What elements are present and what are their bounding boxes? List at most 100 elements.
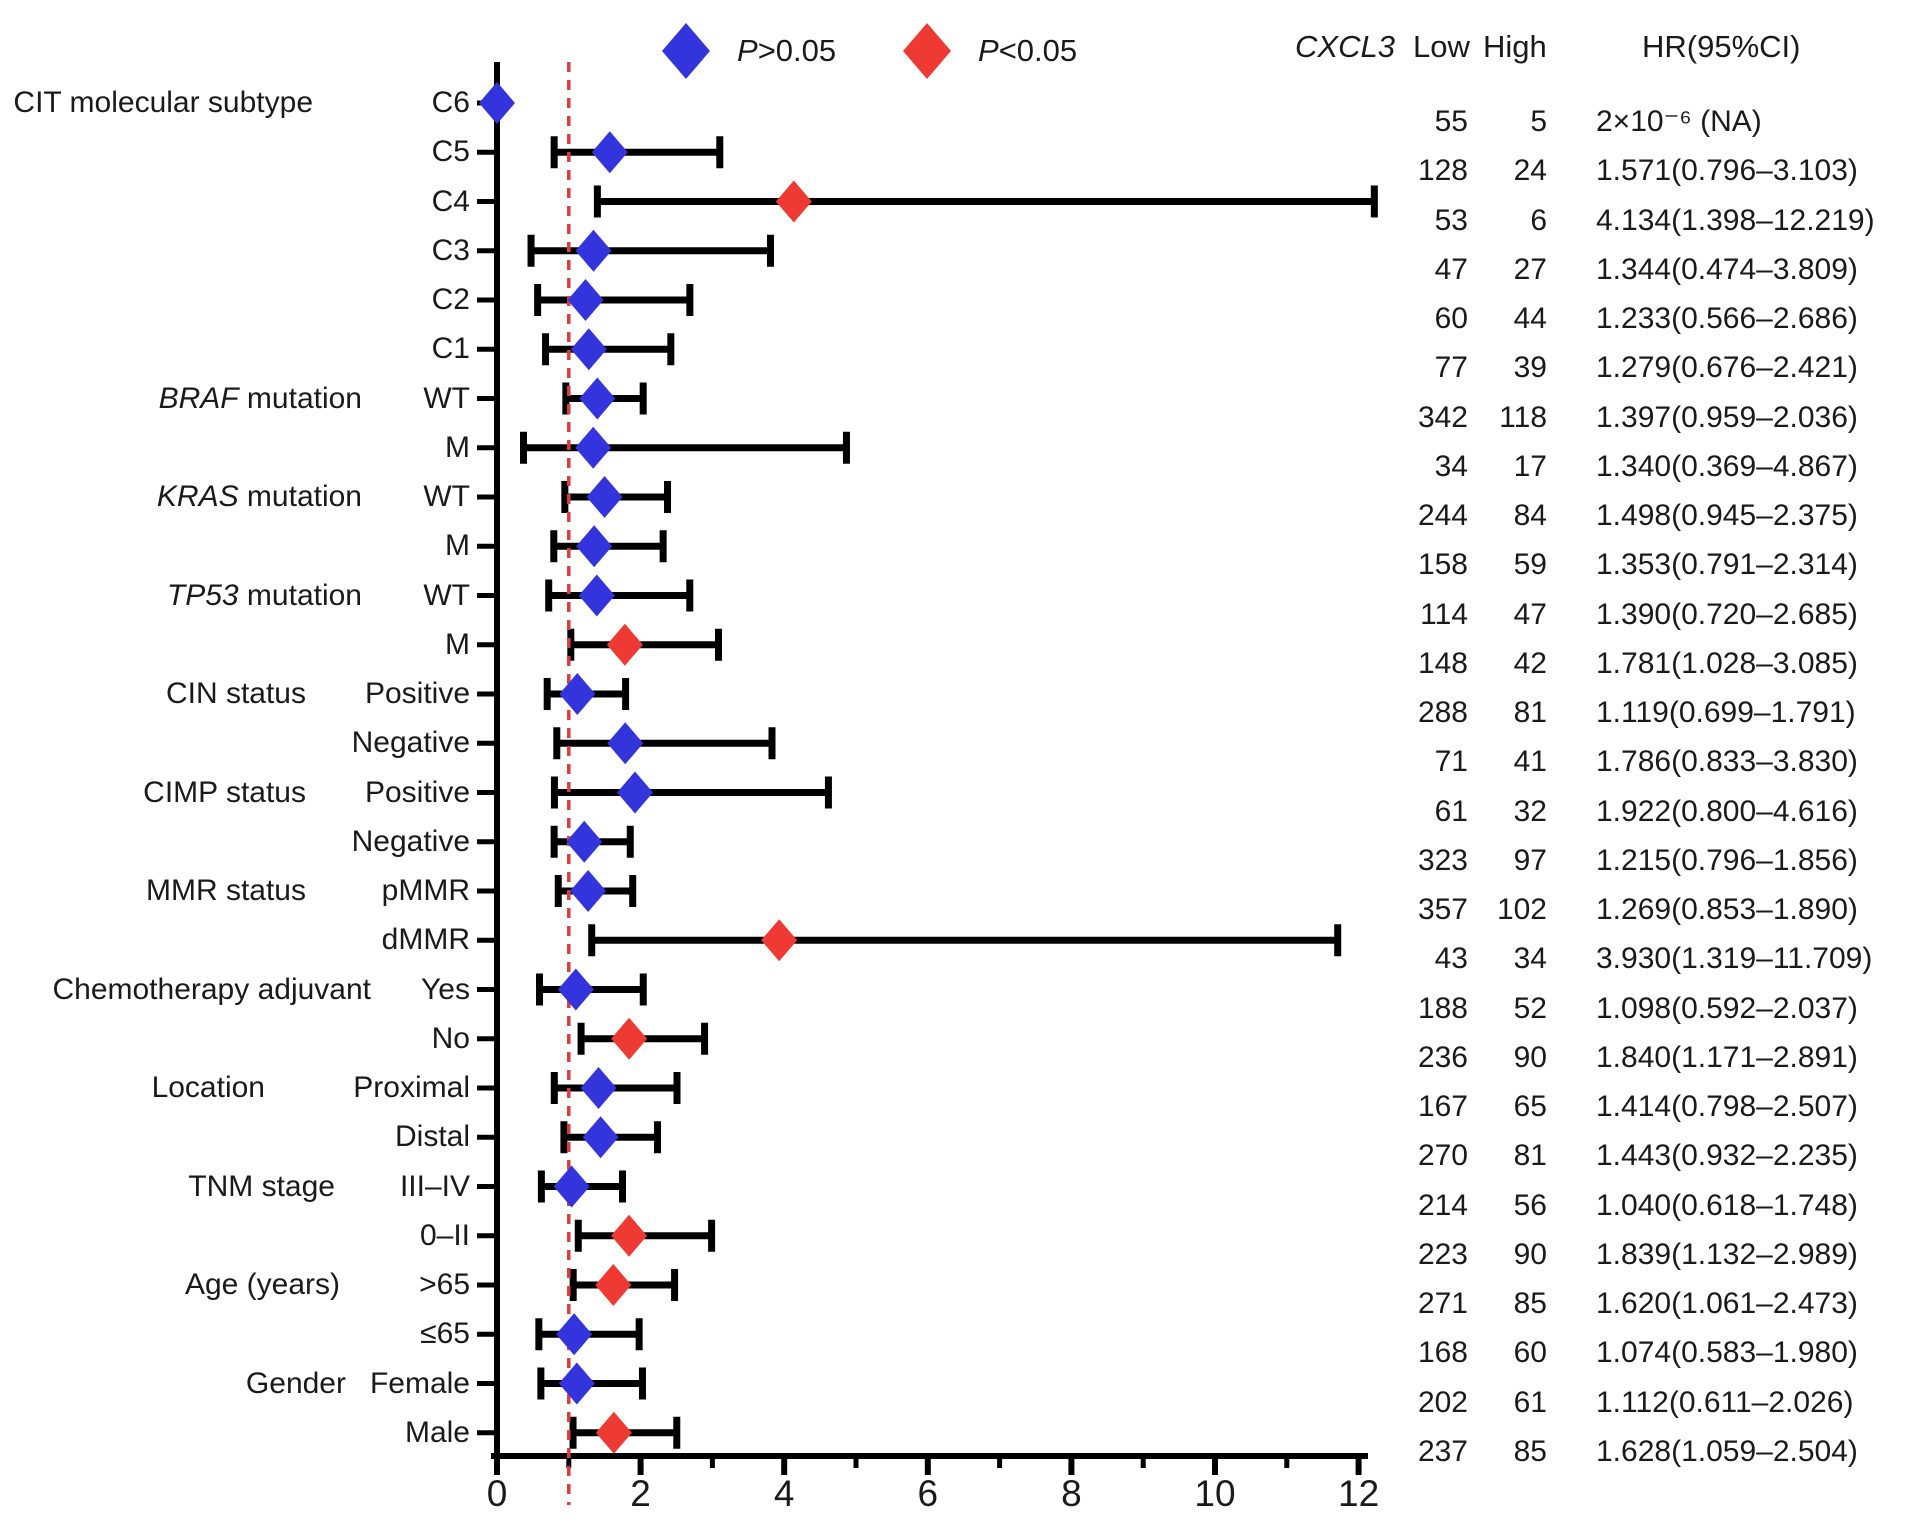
high-value: 17: [1513, 449, 1547, 483]
x-axis-minor-tick: [709, 1458, 715, 1468]
hr-diamond: [616, 771, 653, 814]
ci-cap-high: [626, 825, 634, 858]
group-label: Location: [151, 1071, 265, 1104]
low-value: 55: [1434, 105, 1468, 138]
ci-cap-high: [622, 678, 630, 710]
row-tick: [477, 937, 494, 943]
row-tick: [477, 987, 494, 992]
low-value: 288: [1417, 696, 1468, 729]
ci-cap-high: [715, 628, 723, 661]
row-label: C1: [431, 332, 470, 366]
ci-cap-high: [708, 1219, 716, 1252]
hr-value: 1.098(0.592–2.037): [1596, 991, 1858, 1025]
hr-value: 1.233(0.566–2.686): [1596, 302, 1858, 335]
ci-cap-high: [635, 1318, 643, 1351]
high-value: 85: [1513, 1287, 1547, 1320]
hr-value: 1.839(1.132–2.989): [1596, 1237, 1858, 1271]
ci-cap-high: [701, 1022, 709, 1055]
low-value: 214: [1417, 1188, 1468, 1222]
ci-cap-low: [545, 579, 553, 612]
row-tick: [477, 691, 494, 697]
ci-cap-high: [842, 431, 850, 464]
hr-diamond: [576, 525, 613, 568]
group-label: MMR status: [145, 874, 306, 907]
legend-nonsig-label: P>0.05: [737, 33, 836, 69]
ci-cap-low: [534, 284, 542, 316]
row-label: C4: [431, 184, 470, 218]
row-label: 0–II: [419, 1218, 470, 1252]
low-value: 237: [1417, 1434, 1468, 1468]
hr-value: 3.930(1.319–11.709): [1596, 942, 1873, 976]
ci-line: [545, 345, 671, 353]
high-value: 81: [1513, 696, 1547, 729]
low-value: 43: [1434, 942, 1468, 976]
row-tick: [477, 642, 494, 648]
low-value: 61: [1434, 794, 1468, 828]
x-axis-minor-tick: [853, 1458, 859, 1468]
high-value: 102: [1496, 893, 1547, 926]
ci-cap-low: [550, 776, 558, 809]
group-label: CIMP status: [143, 775, 306, 809]
ci-cap-low: [553, 727, 561, 760]
ci-cap-high: [629, 875, 637, 907]
row-label: M: [445, 430, 470, 464]
ci-cap-low: [542, 333, 550, 366]
ci-cap-low: [550, 136, 558, 169]
x-axis-major-tick: [1212, 1458, 1218, 1475]
hr-diamond: [566, 820, 603, 863]
ci-cap-low: [569, 1416, 577, 1449]
ci-cap-high: [639, 973, 647, 1006]
ci-line: [531, 247, 771, 255]
group-label: Gender: [245, 1366, 346, 1400]
hr-value: 1.353(0.791–2.314): [1596, 548, 1858, 582]
group-label: CIT molecular subtype: [13, 86, 313, 119]
ci-cap-low: [519, 431, 527, 464]
hr-value: 1.397(0.959–2.036): [1596, 400, 1858, 434]
hr-value: 1.040(0.618–1.748): [1596, 1188, 1858, 1222]
high-value: 61: [1513, 1385, 1547, 1419]
low-value: 77: [1434, 351, 1468, 385]
hr-value: 1.414(0.798–2.507): [1596, 1090, 1858, 1123]
x-axis-tick-label: 12: [1338, 1473, 1379, 1514]
ci-cap-high: [673, 1416, 681, 1449]
hr-diamond: [570, 328, 607, 371]
legend-nonsig-p: P: [737, 33, 758, 68]
low-value: 244: [1417, 499, 1468, 532]
row-label: dMMR: [381, 923, 470, 957]
low-value: 236: [1417, 1040, 1468, 1074]
nonsig-diamond-icon: [662, 23, 710, 79]
hr-value: 1.620(1.061–2.473): [1596, 1287, 1858, 1320]
row-tick: [477, 888, 494, 894]
ci-cap-high: [664, 481, 672, 513]
row-label: Yes: [421, 972, 470, 1006]
low-value: 323: [1417, 843, 1468, 877]
low-value: 34: [1434, 449, 1468, 483]
ci-cap-high: [824, 776, 832, 809]
row-label: C6: [431, 86, 470, 119]
high-value: 56: [1513, 1188, 1547, 1222]
ci-line: [597, 198, 1375, 205]
low-value: 60: [1434, 302, 1468, 335]
row-label: No: [431, 1021, 470, 1055]
hr-value: 1.498(0.945–2.375): [1596, 499, 1858, 532]
ci-cap-low: [537, 1367, 545, 1400]
x-axis-major-tick: [924, 1458, 931, 1475]
ci-cap-low: [543, 678, 551, 710]
row-label: Male: [404, 1415, 470, 1449]
x-axis-major-tick: [637, 1458, 644, 1475]
x-axis-tick-label: 2: [630, 1473, 651, 1514]
high-value: 52: [1513, 991, 1547, 1025]
x-axis-line: [491, 1453, 1368, 1459]
row-tick: [477, 1134, 494, 1140]
y-axis-line: [494, 62, 500, 1456]
ci-cap-high: [686, 579, 694, 612]
hr-value: 4.134(1.398–12.219): [1596, 203, 1875, 237]
hr-diamond: [586, 476, 623, 518]
ci-line: [537, 296, 690, 304]
ci-cap-high: [673, 1072, 681, 1104]
ci-cap-low: [560, 1121, 568, 1154]
x-axis-major-tick: [781, 1458, 788, 1475]
high-value: 34: [1513, 942, 1547, 976]
